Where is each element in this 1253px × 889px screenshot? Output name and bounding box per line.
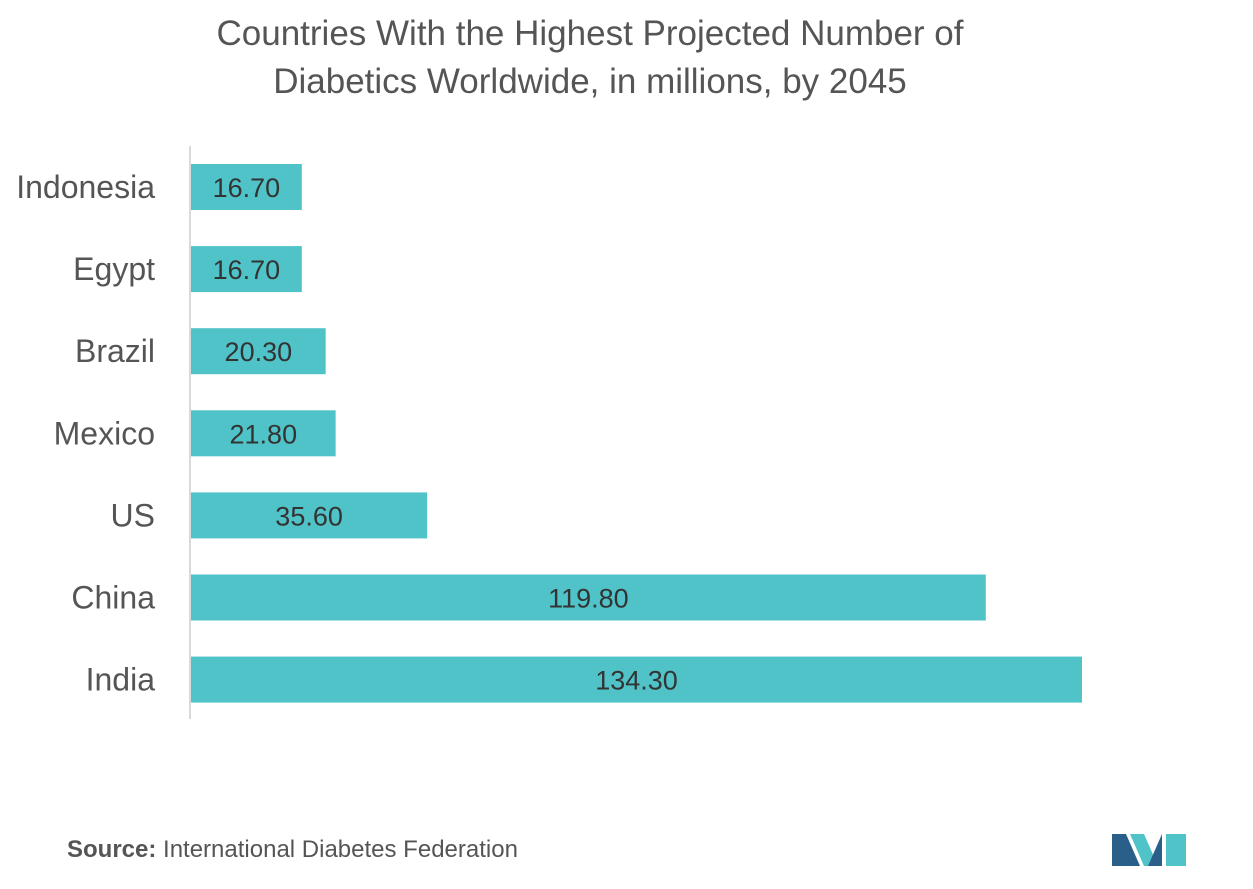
bar-indonesia	[191, 164, 302, 210]
bar-egypt	[191, 246, 302, 293]
source-note: Source: International Diabetes Federatio…	[67, 836, 518, 864]
source-label: Source:	[67, 836, 157, 863]
category-label-brazil: Brazil	[75, 333, 155, 369]
chart-title-line-2: Diabetics Worldwide, in millions, by 204…	[273, 62, 907, 101]
category-label-india: India	[86, 662, 156, 698]
category-label-us: US	[111, 497, 155, 533]
chart-title: Countries With the Highest Projected Num…	[0, 10, 1180, 106]
bar-us	[191, 492, 428, 539]
category-label-egypt: Egypt	[73, 251, 155, 287]
value-label-india: 134.30	[595, 666, 678, 696]
category-label-china: China	[71, 580, 155, 616]
bar-india	[191, 656, 1082, 703]
bar-brazil	[191, 328, 326, 375]
source-text: International Diabetes Federation	[156, 836, 518, 863]
logo-shape-4	[1166, 834, 1186, 866]
logo-shape-1	[1112, 834, 1140, 866]
mordor-intelligence-logo	[1112, 834, 1186, 866]
value-label-us: 35.60	[275, 501, 343, 531]
category-label-mexico: Mexico	[54, 415, 155, 451]
bar-mexico	[191, 410, 336, 457]
value-label-mexico: 21.80	[230, 419, 298, 449]
category-label-indonesia: Indonesia	[16, 169, 155, 205]
value-label-china: 119.80	[548, 584, 629, 614]
chart-title-line-1: Countries With the Highest Projected Num…	[216, 14, 964, 53]
value-label-indonesia: 16.70	[213, 173, 281, 203]
value-label-egypt: 16.70	[213, 255, 281, 285]
bars-group: Indonesia 16.70 Egypt 16.70 Brazil 20.30 Mexic…	[16, 164, 1082, 703]
bar-china	[191, 574, 986, 621]
logo-shape-2	[1130, 834, 1158, 866]
value-label-brazil: 20.30	[225, 337, 293, 367]
logo-shape-3	[1148, 834, 1162, 866]
